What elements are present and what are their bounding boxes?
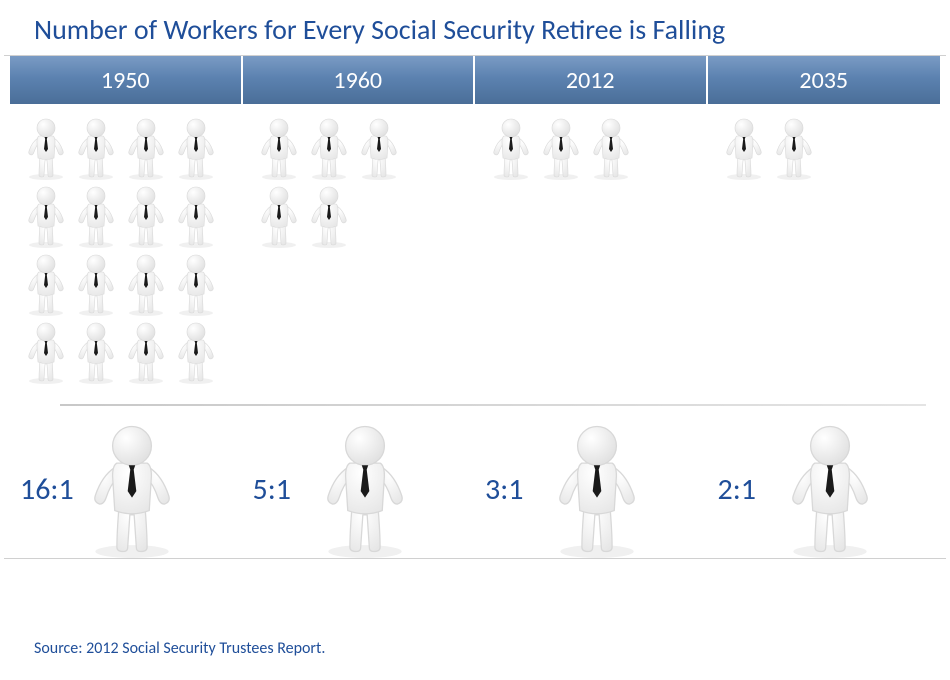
worker-icon [257,116,301,180]
workers-area [243,104,476,404]
worker-row [257,116,401,180]
worker-icon [24,116,68,180]
worker-row [24,184,218,248]
worker-row [257,184,351,248]
year-column-2035: 2035 [708,56,941,404]
worker-icon [539,116,583,180]
worker-icon [357,116,401,180]
worker-row [489,116,633,180]
worker-row [24,320,218,384]
retiree-cell-2012: 3:1 [475,420,708,558]
year-column-1950: 1950 [10,56,243,404]
retiree-row: 16:1 5:1 3:1 2:1 [4,406,946,558]
worker-icon [124,116,168,180]
worker-icon [772,116,816,180]
workers-area [10,104,243,404]
year-column-1960: 1960 [243,56,476,404]
chart-frame: 1950196020122035 16:1 5:1 3:1 2:1 [4,55,946,559]
worker-row [24,252,218,316]
worker-icon [307,184,351,248]
worker-icon [174,252,218,316]
retiree-cell-1950: 16:1 [10,420,243,558]
retiree-icon [84,420,180,558]
worker-icon [589,116,633,180]
worker-icon [124,184,168,248]
ratio-label: 5:1 [253,471,313,508]
worker-icon [722,116,766,180]
worker-row [722,116,816,180]
year-header: 2035 [708,56,941,104]
worker-icon [174,320,218,384]
worker-icon [489,116,533,180]
year-header: 2012 [475,56,708,104]
year-header: 1960 [243,56,476,104]
retiree-cell-2035: 2:1 [708,420,941,558]
worker-icon [74,184,118,248]
page-title: Number of Workers for Every Social Secur… [0,0,950,55]
retiree-icon [317,420,413,558]
worker-icon [307,116,351,180]
workers-area [708,104,941,404]
ratio-label: 16:1 [20,471,80,508]
worker-icon [124,252,168,316]
retiree-cell-1960: 5:1 [243,420,476,558]
worker-row [24,116,218,180]
year-column-2012: 2012 [475,56,708,404]
worker-icon [74,252,118,316]
worker-icon [24,252,68,316]
worker-icon [174,116,218,180]
year-columns: 1950196020122035 [4,56,946,404]
worker-icon [124,320,168,384]
worker-icon [74,320,118,384]
retiree-icon [782,420,878,558]
worker-icon [257,184,301,248]
worker-icon [24,184,68,248]
worker-icon [174,184,218,248]
source-text: Source: 2012 Social Security Trustees Re… [34,639,325,658]
retiree-icon [549,420,645,558]
workers-area [475,104,708,404]
worker-icon [74,116,118,180]
worker-icon [24,320,68,384]
ratio-label: 3:1 [485,471,545,508]
year-header: 1950 [10,56,243,104]
ratio-label: 2:1 [718,471,778,508]
